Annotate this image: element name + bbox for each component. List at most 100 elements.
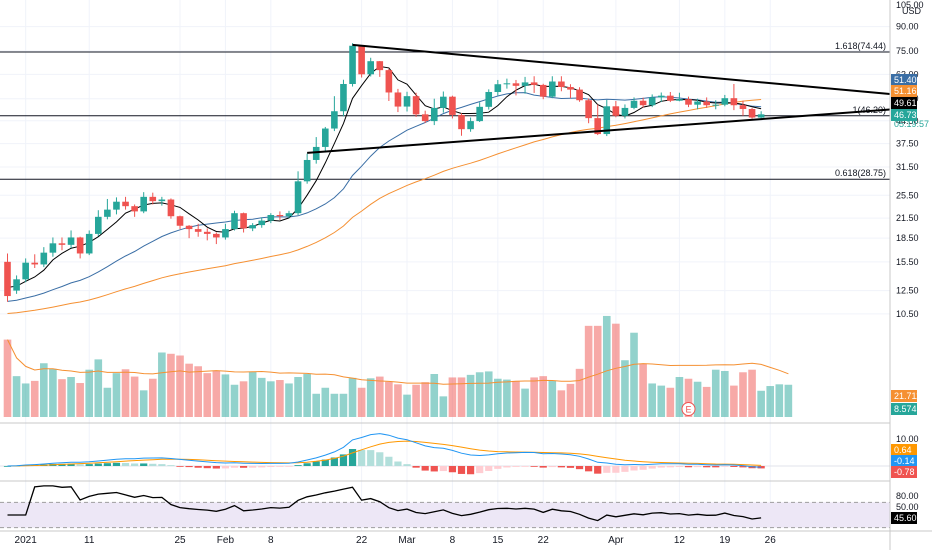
candle-body (412, 96, 420, 115)
macd-histogram-bar (112, 462, 121, 466)
signal-tag-text: -0.14 (894, 456, 915, 466)
macd-histogram-bar (566, 466, 575, 468)
rsi-tag-bg (891, 512, 917, 524)
time-axis-tick: 19 (719, 535, 731, 546)
volume-bar (539, 376, 548, 417)
macd-histogram-bar (339, 454, 348, 466)
earnings-marker-label: E (685, 404, 691, 414)
macd-histogram-bar (167, 465, 175, 466)
macd-histogram-bar (230, 466, 239, 468)
macd-pane[interactable] (0, 433, 890, 475)
volume-bar (148, 378, 157, 417)
macd-histogram-bar (203, 466, 211, 469)
volume-bar (412, 384, 420, 417)
rsi-axis-tick: 80.00 (896, 491, 919, 501)
candle-body (276, 214, 284, 217)
candle-body (312, 146, 320, 160)
candle-body (685, 99, 692, 105)
candle-body (648, 97, 656, 106)
macd-histogram-bar (476, 466, 484, 474)
candle-body (667, 95, 674, 101)
candle-body (739, 105, 747, 110)
macd-histogram-bar (94, 463, 102, 466)
price-axis-currency: USD (902, 6, 922, 16)
candle-body (421, 114, 429, 122)
ma-long-tag: 51.16 (891, 85, 917, 97)
candle-body (558, 81, 565, 87)
time-axis[interactable]: 2021 11 25 Feb 8 22 Mar 8 15 22 Apr 12 19 26 (15, 535, 777, 546)
candle-body (748, 109, 756, 118)
volume-bar (239, 381, 248, 417)
time-axis-tick: 12 (674, 535, 686, 546)
volume-bar (548, 380, 557, 417)
volume-bar (702, 386, 711, 417)
macd-histogram-bar (58, 463, 66, 466)
macd-histogram-bar (712, 466, 720, 468)
rsi-tag-text: 45.60 (894, 513, 917, 523)
candle-body (430, 107, 438, 122)
macd-histogram-bar (376, 452, 384, 466)
candle-body (621, 107, 629, 116)
candle-body (576, 89, 583, 101)
volume-bar (58, 379, 66, 417)
macd-histogram-bar (348, 449, 357, 466)
candle-body (721, 98, 729, 105)
triangle-lower-line (307, 108, 891, 154)
macd-histogram-bar (158, 464, 166, 466)
price-axis-tick: 15.50 (896, 257, 919, 267)
fib-label: 1(46.20) (852, 105, 886, 115)
volume-ma-line (7, 339, 789, 385)
candle-body (449, 96, 456, 115)
candle-body (331, 111, 338, 129)
candle-body (612, 106, 620, 116)
volume-bar (185, 363, 193, 417)
candle-body (149, 196, 157, 202)
volume-bar (475, 372, 484, 417)
macd-histogram-bar (594, 466, 602, 474)
volume-bar (40, 363, 48, 417)
candle-body (49, 243, 57, 253)
macd-tag-bg (891, 444, 917, 456)
candle-body (194, 229, 202, 232)
candle-body (458, 114, 465, 130)
candle-body (349, 45, 356, 84)
macd-histogram-bar (494, 466, 502, 469)
macd-histogram-bar (285, 466, 293, 467)
candle-body (167, 199, 175, 217)
candle-body (703, 101, 710, 106)
volume-bar (3, 339, 12, 417)
volume-bar (257, 377, 266, 417)
time-axis-tick: 22 (538, 535, 550, 546)
macd-histogram-bar (430, 466, 438, 472)
macd-tag: 0.64 (891, 444, 917, 456)
macd-histogram-bar (666, 466, 674, 468)
signal-tag: -0.14 (891, 455, 917, 467)
macd-histogram-bar (585, 466, 593, 472)
macd-histogram-bar (149, 463, 157, 466)
volume-bar (139, 390, 148, 417)
macd-histogram-bar (439, 466, 447, 472)
fibonacci-levels: 1.618(74.44) 1(46.20) 0.618(28.75) (0, 41, 890, 180)
price-axis-tick: 21.50 (896, 213, 919, 223)
rsi-pane[interactable] (0, 485, 890, 529)
macd-histogram-bar (212, 466, 220, 469)
volume-pane[interactable]: E (3, 315, 793, 417)
candle-body (76, 237, 84, 254)
volume-bar (621, 360, 629, 417)
candle-body (104, 209, 111, 217)
macd-histogram-bar (185, 466, 193, 468)
price-pane[interactable]: 1.618(74.44) 1(46.20) 0.618(28.75) (0, 41, 891, 314)
macd-histogram-bar (85, 464, 93, 466)
ma-short-tag-text: 49.61 (894, 98, 917, 108)
macd-histogram-bar (312, 461, 320, 466)
volume-bar (158, 352, 166, 417)
histogram-tag-text: -0.78 (894, 467, 915, 477)
price-axis-tick: 90.00 (896, 22, 919, 32)
volume-ma-tag-text: 21.711M (894, 391, 928, 401)
macd-histogram-bar (466, 466, 475, 475)
volume-bar (648, 383, 656, 417)
volume-bar (294, 377, 302, 417)
volume-bar (366, 378, 375, 417)
volume-ma-tag-bg (891, 390, 917, 402)
